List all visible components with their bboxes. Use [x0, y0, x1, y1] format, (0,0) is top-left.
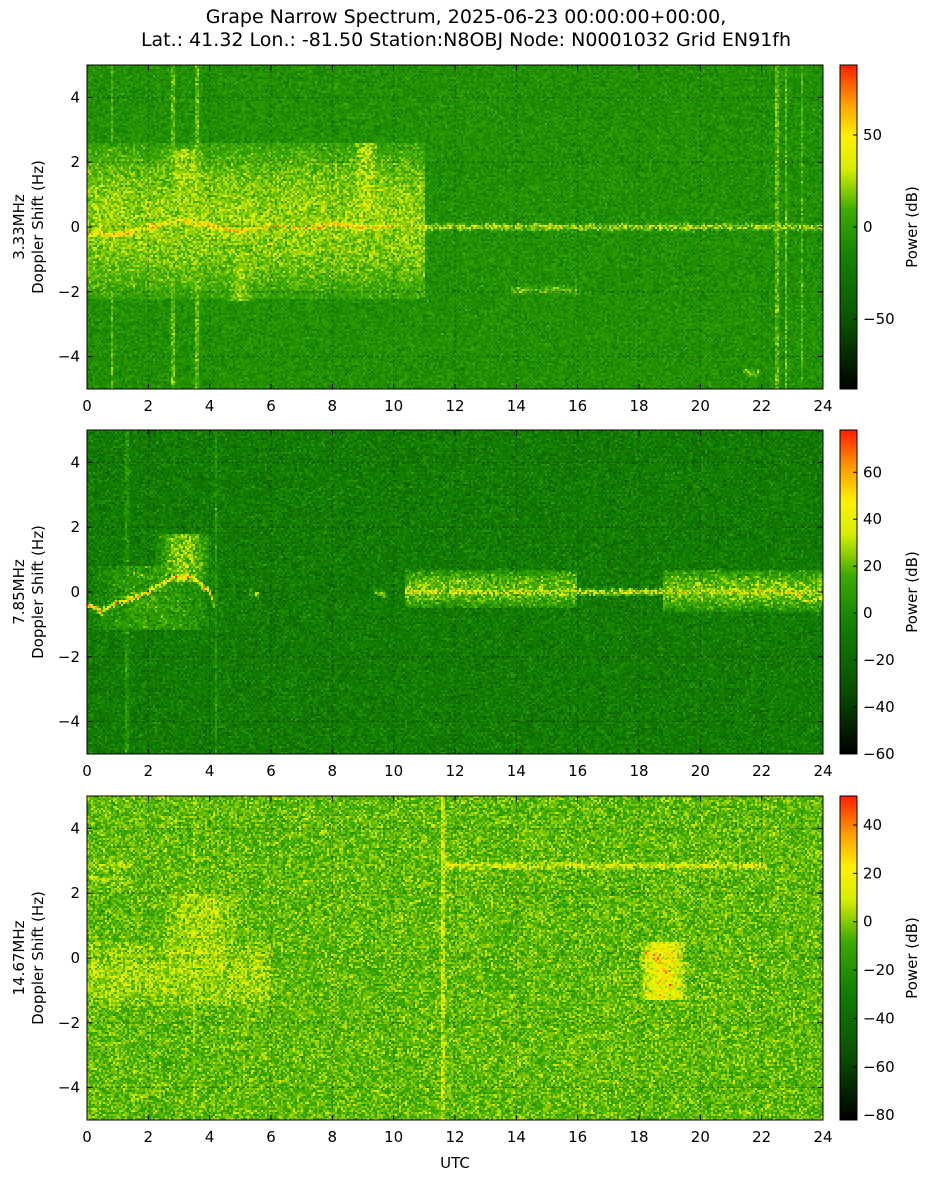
x-tick-label: 20	[691, 762, 710, 780]
x-tick-label: 14	[507, 1128, 526, 1146]
x-tick-label: 10	[384, 762, 403, 780]
x-tick-label: 12	[445, 397, 464, 415]
colorbar-tick-label: −50	[863, 310, 895, 328]
x-tick-label: 2	[144, 1128, 154, 1146]
x-tick-label: 24	[813, 762, 832, 780]
x-tick-label: 10	[384, 397, 403, 415]
x-tick-label: 6	[266, 762, 276, 780]
y-axis-label: Doppler Shift (Hz)	[29, 525, 47, 659]
y-tick-label: 4	[70, 453, 80, 471]
y-axis-label-frequency: 3.33MHz	[10, 194, 28, 260]
y-axis-label: Doppler Shift (Hz)	[29, 160, 47, 294]
x-tick-label: 14	[507, 762, 526, 780]
x-tick-label: 24	[813, 1128, 832, 1146]
x-tick-label: 6	[266, 1128, 276, 1146]
x-tick-label: 16	[568, 1128, 587, 1146]
colorbar-tick-label: 20	[863, 557, 882, 575]
x-tick-label: 10	[384, 1128, 403, 1146]
colorbar-label: Power (dB)	[903, 186, 921, 268]
heatmap-image	[87, 430, 823, 754]
x-tick-label: 16	[568, 762, 587, 780]
x-tick-label: 4	[205, 762, 215, 780]
x-tick-label: 18	[629, 397, 648, 415]
colorbar-label: Power (dB)	[903, 917, 921, 999]
x-tick-label: 8	[328, 1128, 338, 1146]
x-tick-label: 4	[205, 1128, 215, 1146]
colorbar-tick-label: −80	[863, 1106, 895, 1124]
heatmap-image	[87, 65, 823, 389]
x-tick-label: 0	[82, 397, 92, 415]
y-tick-label: −4	[58, 348, 80, 366]
colorbar-tick-label: 40	[863, 816, 882, 834]
colorbar-tick-label: 20	[863, 864, 882, 882]
y-tick-label: −2	[58, 648, 80, 666]
y-tick-label: −2	[58, 283, 80, 301]
x-tick-label: 2	[144, 397, 154, 415]
colorbar-tick-label: 0	[863, 218, 873, 236]
y-axis-label: Doppler Shift (Hz)	[29, 891, 47, 1025]
colorbar-label: Power (dB)	[903, 551, 921, 633]
heatmap-image	[87, 796, 823, 1120]
x-tick-label: 20	[691, 1128, 710, 1146]
y-tick-label: 0	[70, 218, 80, 236]
y-axis-label-frequency: 14.67MHz	[10, 920, 28, 995]
y-tick-label: −4	[58, 1079, 80, 1097]
colorbar-tick-label: −40	[863, 1009, 895, 1027]
y-axis-label-frequency: 7.85MHz	[10, 559, 28, 625]
colorbar-tick-label: −60	[863, 1058, 895, 1076]
x-tick-label: 14	[507, 397, 526, 415]
x-tick-label: 18	[629, 762, 648, 780]
y-tick-label: 2	[70, 518, 80, 536]
colorbar-tick-label: 0	[863, 913, 873, 931]
x-tick-label: 22	[752, 397, 771, 415]
y-tick-label: 2	[70, 153, 80, 171]
chart-title-line-2: Lat.: 41.32 Lon.: -81.50 Station:N8OBJ N…	[140, 29, 792, 51]
y-tick-label: −2	[58, 1014, 80, 1032]
colorbar-tick-label: 40	[863, 510, 882, 528]
x-tick-label: 22	[752, 762, 771, 780]
x-tick-label: 12	[445, 762, 464, 780]
chart-title-line-1: Grape Narrow Spectrum, 2025-06-23 00:00:…	[205, 6, 727, 28]
y-tick-label: 0	[70, 949, 80, 967]
x-tick-label: 2	[144, 762, 154, 780]
x-tick-label: 0	[82, 762, 92, 780]
colorbar	[839, 795, 858, 1121]
colorbar-tick-label: 50	[863, 126, 882, 144]
colorbar-tick-label: 60	[863, 463, 882, 481]
y-tick-label: 2	[70, 884, 80, 902]
chart-title: Grape Narrow Spectrum, 2025-06-23 00:00:…	[0, 6, 932, 52]
x-tick-label: 12	[445, 1128, 464, 1146]
x-tick-label: 8	[328, 762, 338, 780]
x-tick-label: 22	[752, 1128, 771, 1146]
x-tick-label: 8	[328, 397, 338, 415]
x-tick-label: 4	[205, 397, 215, 415]
y-tick-label: 0	[70, 583, 80, 601]
x-tick-label: 16	[568, 397, 587, 415]
colorbar-tick-label: −20	[863, 651, 895, 669]
x-axis-label: UTC	[440, 1154, 470, 1172]
colorbar-tick-label: −40	[863, 698, 895, 716]
colorbar-tick-label: 0	[863, 604, 873, 622]
colorbar-tick-label: −60	[863, 745, 895, 763]
colorbar	[839, 429, 858, 755]
y-tick-label: 4	[70, 88, 80, 106]
colorbar-tick-label: −20	[863, 961, 895, 979]
x-tick-label: 6	[266, 397, 276, 415]
x-tick-label: 20	[691, 397, 710, 415]
y-tick-label: 4	[70, 819, 80, 837]
x-tick-label: 18	[629, 1128, 648, 1146]
x-tick-label: 24	[813, 397, 832, 415]
y-tick-label: −4	[58, 713, 80, 731]
x-tick-label: 0	[82, 1128, 92, 1146]
